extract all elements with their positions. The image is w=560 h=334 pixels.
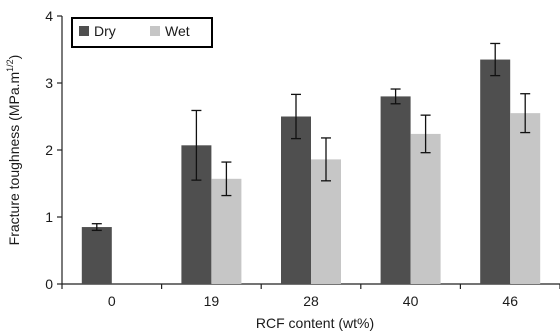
y-tick-label: 3 xyxy=(45,75,53,91)
error-bars xyxy=(91,42,531,232)
bar-wet-40 xyxy=(410,133,441,284)
y-ticks: 0 1 2 3 4 xyxy=(45,8,62,292)
legend-swatch-dry xyxy=(79,26,89,36)
y-axis: 0 1 2 3 4 xyxy=(45,8,63,292)
error-bar xyxy=(420,114,431,154)
x-tick-label: 46 xyxy=(502,293,518,309)
bar-dry-40 xyxy=(380,96,411,285)
legend-swatch-wet xyxy=(150,26,160,36)
error-bar xyxy=(291,93,301,140)
bar-dry-28 xyxy=(281,116,311,284)
y-tick-label: 1 xyxy=(45,209,53,225)
x-tick-label: 40 xyxy=(403,293,419,309)
y-tick-label: 4 xyxy=(45,8,53,24)
bar-wet-46 xyxy=(510,113,541,285)
bars xyxy=(81,59,541,285)
legend-box xyxy=(71,17,213,48)
legend-label-dry: Dry xyxy=(94,23,116,39)
x-ticks: 0 19 28 40 46 xyxy=(61,284,560,309)
error-bar xyxy=(221,161,232,197)
error-bar xyxy=(520,93,531,134)
error-bar xyxy=(490,42,501,77)
bar-dry-0 xyxy=(81,227,112,284)
bar-dry-46 xyxy=(480,59,511,284)
y-tick-label: 0 xyxy=(45,276,53,292)
bar-wet-19 xyxy=(211,178,242,284)
legend-label-wet: Wet xyxy=(165,23,190,39)
x-tick-label: 0 xyxy=(108,293,116,309)
x-axis-label: RCF content (wt%) xyxy=(256,315,374,331)
x-tick-label: 28 xyxy=(303,293,319,309)
error-bar xyxy=(91,223,102,232)
x-tick-label: 19 xyxy=(204,293,220,309)
error-bar xyxy=(321,137,331,182)
x-axis: 0 19 28 40 46 xyxy=(61,283,560,309)
error-bar xyxy=(390,88,401,105)
y-tick-label: 2 xyxy=(45,142,53,158)
y-axis-label: Fracture toughness (MPa.m1/2) xyxy=(5,55,22,246)
error-bar xyxy=(191,109,202,181)
legend: Dry Wet xyxy=(71,17,213,48)
